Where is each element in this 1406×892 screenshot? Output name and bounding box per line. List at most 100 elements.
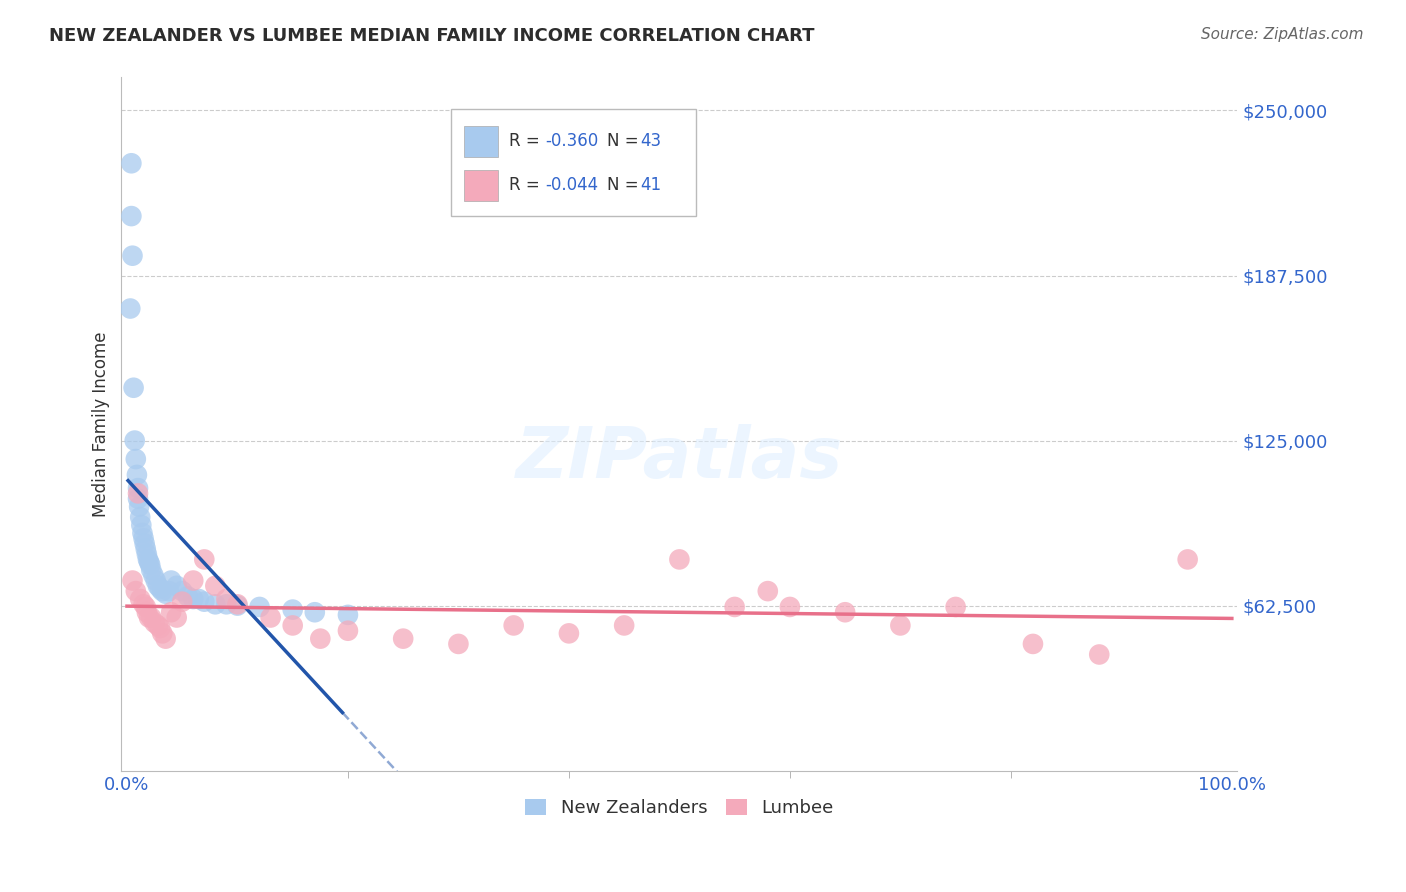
Point (141, 610, 163, 624)
Point (157, 584, 180, 599)
Point (131, 518, 153, 533)
Text: R =: R = (509, 176, 544, 194)
Point (181, 574, 204, 588)
Point (150, 626, 173, 640)
Point (135, 547, 157, 561)
Point (281, 602, 304, 616)
Point (149, 621, 172, 635)
Text: Source: ZipAtlas.com: Source: ZipAtlas.com (1201, 27, 1364, 42)
Y-axis label: Median Family Income: Median Family Income (93, 331, 110, 516)
Point (160, 605, 183, 619)
FancyBboxPatch shape (464, 169, 498, 201)
Point (139, 558, 162, 572)
Point (447, 637, 470, 651)
Point (215, 592, 238, 607)
Point (336, 607, 359, 622)
Point (131, 526, 153, 541)
Point (392, 632, 415, 646)
Point (129, 510, 152, 524)
Point (668, 552, 690, 566)
Point (136, 552, 159, 566)
Point (215, 597, 238, 611)
Point (558, 626, 581, 640)
Text: -0.044: -0.044 (546, 176, 599, 194)
Point (135, 605, 157, 619)
Point (166, 610, 188, 624)
Point (309, 632, 332, 646)
FancyBboxPatch shape (451, 109, 696, 216)
Point (304, 605, 326, 619)
Text: N =: N = (607, 132, 644, 150)
Point (121, 574, 143, 588)
Point (1177, 552, 1199, 566)
Text: -0.360: -0.360 (546, 132, 599, 150)
Point (142, 568, 165, 582)
Point (177, 590, 200, 604)
Text: ZIPatlas: ZIPatlas (516, 425, 844, 493)
Point (135, 541, 157, 556)
Text: 43: 43 (640, 132, 661, 150)
Point (134, 536, 156, 550)
Point (129, 592, 152, 607)
Point (120, 301, 142, 316)
Text: 41: 41 (640, 176, 661, 194)
Point (122, 381, 145, 395)
Point (141, 563, 163, 577)
Point (172, 595, 194, 609)
Point (150, 584, 173, 599)
Point (193, 595, 215, 609)
Point (146, 618, 169, 632)
Point (756, 584, 779, 599)
Text: N =: N = (607, 176, 644, 194)
Point (945, 599, 967, 614)
Point (125, 584, 148, 599)
Point (124, 434, 146, 448)
Point (724, 599, 747, 614)
Point (149, 582, 172, 596)
Point (1088, 648, 1111, 662)
Point (145, 574, 167, 588)
Point (172, 584, 194, 599)
Point (613, 618, 636, 632)
Point (121, 249, 143, 263)
Point (143, 615, 166, 630)
Point (132, 531, 155, 545)
Point (226, 599, 249, 613)
Point (120, 209, 142, 223)
Point (226, 597, 249, 611)
Point (138, 610, 160, 624)
Point (834, 605, 856, 619)
Point (166, 579, 188, 593)
Point (146, 579, 169, 593)
Point (259, 610, 281, 624)
Point (1022, 637, 1045, 651)
Point (336, 624, 359, 638)
Point (155, 587, 177, 601)
Point (204, 579, 226, 593)
Point (187, 592, 209, 607)
FancyBboxPatch shape (464, 126, 498, 157)
Point (779, 599, 801, 614)
Point (127, 486, 149, 500)
Point (125, 467, 148, 482)
Point (125, 452, 148, 467)
Legend: New Zealanders, Lumbee: New Zealanders, Lumbee (517, 791, 841, 824)
Point (281, 618, 304, 632)
Point (249, 599, 271, 614)
Point (127, 491, 149, 506)
Point (135, 599, 157, 614)
Text: NEW ZEALANDER VS LUMBEE MEDIAN FAMILY INCOME CORRELATION CHART: NEW ZEALANDER VS LUMBEE MEDIAN FAMILY IN… (49, 27, 814, 45)
Point (138, 555, 160, 569)
Point (502, 618, 524, 632)
Point (155, 632, 177, 646)
Point (193, 552, 215, 566)
Point (132, 597, 155, 611)
Text: R =: R = (509, 132, 544, 150)
Point (204, 597, 226, 611)
Point (128, 500, 150, 514)
Point (181, 592, 204, 607)
Point (160, 574, 183, 588)
Point (120, 156, 142, 170)
Point (889, 618, 911, 632)
Point (127, 481, 149, 495)
